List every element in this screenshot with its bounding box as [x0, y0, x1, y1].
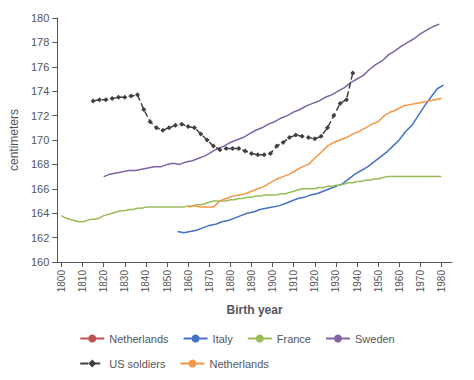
svg-text:1830: 1830 — [119, 270, 130, 293]
svg-text:1960: 1960 — [394, 270, 405, 293]
svg-text:170: 170 — [31, 134, 49, 146]
svg-text:1840: 1840 — [140, 270, 151, 293]
svg-text:1920: 1920 — [309, 270, 320, 293]
svg-text:France: France — [277, 333, 311, 345]
svg-text:1970: 1970 — [415, 270, 426, 293]
svg-text:1870: 1870 — [204, 270, 215, 293]
svg-text:174: 174 — [31, 85, 49, 97]
svg-text:164: 164 — [31, 207, 49, 219]
svg-text:1810: 1810 — [77, 270, 88, 293]
svg-text:1860: 1860 — [183, 270, 194, 293]
svg-text:1980: 1980 — [436, 270, 447, 293]
svg-text:1930: 1930 — [330, 270, 341, 293]
svg-text:168: 168 — [31, 158, 49, 170]
svg-text:1890: 1890 — [246, 270, 257, 293]
svg-text:Sweden: Sweden — [355, 333, 395, 345]
svg-text:1820: 1820 — [98, 270, 109, 293]
svg-text:162: 162 — [31, 232, 49, 244]
svg-text:Italy: Italy — [213, 333, 234, 345]
svg-text:176: 176 — [31, 61, 49, 73]
svg-text:166: 166 — [31, 183, 49, 195]
svg-text:US soldiers: US soldiers — [109, 358, 166, 370]
svg-text:Birth year: Birth year — [227, 303, 283, 317]
svg-text:1950: 1950 — [373, 270, 384, 293]
svg-text:1900: 1900 — [267, 270, 278, 293]
svg-text:1910: 1910 — [288, 270, 299, 293]
svg-text:160: 160 — [31, 256, 49, 268]
svg-text:180: 180 — [31, 12, 49, 24]
svg-text:172: 172 — [31, 110, 49, 122]
svg-text:1850: 1850 — [162, 270, 173, 293]
svg-text:1940: 1940 — [352, 270, 363, 293]
svg-text:Netherlands: Netherlands — [109, 333, 169, 345]
svg-text:centimeters: centimeters — [7, 109, 21, 171]
svg-text:1880: 1880 — [225, 270, 236, 293]
svg-text:Netherlands: Netherlands — [210, 358, 270, 370]
svg-text:178: 178 — [31, 36, 49, 48]
svg-text:1800: 1800 — [56, 270, 67, 293]
